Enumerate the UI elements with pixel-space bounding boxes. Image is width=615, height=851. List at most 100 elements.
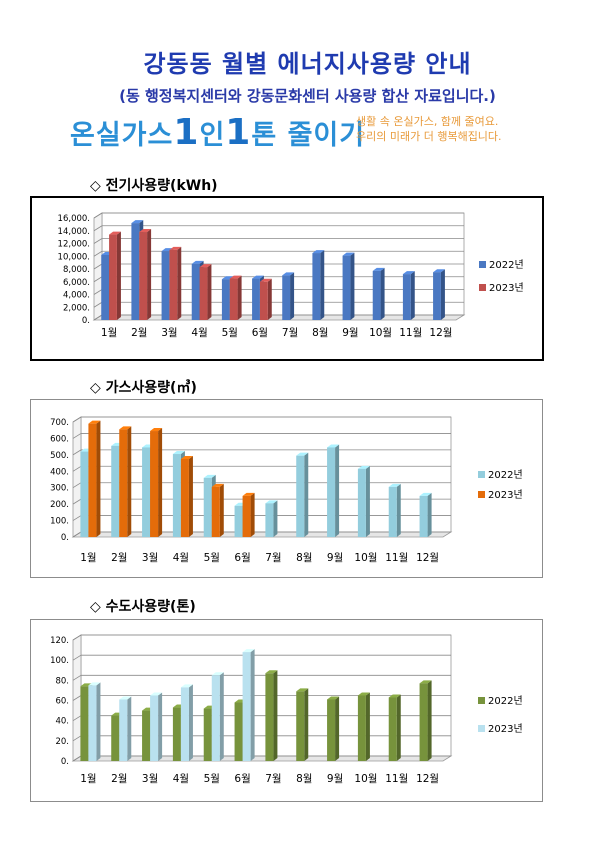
gas-bar-front	[111, 445, 120, 537]
elec-bar-side	[267, 278, 272, 320]
slogan-one2: 1	[225, 112, 252, 153]
water-bar	[88, 682, 101, 761]
gas-bar-front	[357, 468, 366, 537]
elec-bar-top	[312, 250, 325, 254]
gas-ytick-label: 300.	[50, 484, 69, 494]
water-ytick-label: 20.	[55, 737, 69, 747]
gas-bar-top	[296, 452, 309, 456]
water-xtick-label: 6월	[234, 773, 250, 785]
water-bar-top	[327, 696, 340, 700]
gas-legend-swatch	[478, 491, 485, 498]
water-bar	[296, 688, 309, 761]
elec-gridline-side	[93, 263, 103, 270]
gas-bar-front	[419, 495, 428, 537]
gas-bar-side	[273, 500, 278, 537]
elec-bar-top	[109, 231, 121, 235]
elec-bar-top	[259, 278, 272, 282]
elec-ytick-label: 0.	[82, 316, 90, 326]
water-bar	[180, 684, 193, 761]
water-bar-side	[365, 692, 370, 761]
gas-xtick-label: 1월	[80, 552, 96, 564]
water-gridline-side	[72, 755, 82, 762]
water-bar-top	[265, 670, 278, 674]
elec-legend-label: 2023년	[489, 282, 524, 294]
water-bar-front	[234, 702, 243, 761]
gas-bar	[357, 465, 370, 537]
gas-bar	[211, 483, 224, 537]
elec-bar-top	[229, 275, 242, 279]
water-bar-top	[419, 680, 432, 684]
elec-bar-front	[372, 270, 381, 320]
water-bar-side	[127, 696, 132, 761]
water-bar-top	[150, 692, 163, 696]
elec-bar-top	[161, 248, 174, 252]
elec-bar-front	[169, 249, 178, 320]
gas-bar	[242, 492, 255, 537]
water-xtick-label: 8월	[296, 773, 312, 785]
gas-bar	[119, 426, 132, 537]
elec-bar-front	[161, 251, 170, 320]
water-gridline-side	[72, 674, 82, 681]
gas-xtick-label: 7월	[265, 552, 281, 564]
page-subtitle: (동 행정복지센터와 강동문화센터 사용량 합산 자료입니다.)	[119, 87, 496, 105]
gas-bar-front	[234, 505, 243, 537]
elec-bar-side	[207, 264, 212, 320]
elec-bar-front	[229, 278, 238, 320]
gas-chart: 0. 100. 200. 300. 400. 500. 600. 700. 1월 2월 3월 4월 5월…	[50, 416, 523, 564]
water-chart: 0. 20. 40. 60. 80. 100. 120. 1월 2월 3월 4월 5월 6월 7월 8월 9월…	[50, 634, 523, 785]
elec-bar-front	[259, 281, 268, 320]
water-bar-front	[111, 715, 120, 761]
water-gridline-side	[72, 654, 82, 661]
water-legend-swatch	[478, 697, 485, 704]
gas-xtick-label: 3월	[142, 552, 158, 564]
gas-bar-side	[335, 444, 340, 537]
water-bar-side	[396, 694, 401, 761]
water-ytick-label: 80.	[55, 676, 69, 686]
water-xtick-label: 4월	[173, 773, 189, 785]
water-bar-side	[427, 680, 432, 761]
electricity-chart: 0. 2,000. 4,000. 6,000. 8,000. 10,000. 12,000.…	[58, 212, 524, 339]
gas-section-title: ◇ 가스사용량(㎥)	[90, 380, 197, 396]
water-gridline-side	[72, 695, 82, 701]
elec-bar-side	[116, 231, 121, 320]
elec-bar-front	[221, 279, 230, 320]
elec-legend-swatch	[479, 261, 486, 268]
elec-bar-side	[177, 246, 182, 320]
gas-xtick-label: 6월	[234, 552, 250, 564]
elec-bar-front	[109, 234, 117, 320]
water-ytick-label: 0.	[61, 757, 69, 767]
gas-bar-front	[211, 486, 220, 537]
elec-bar-front	[101, 254, 110, 320]
gas-bar-front	[80, 451, 89, 537]
gas-bar	[327, 444, 340, 537]
elec-bar	[312, 250, 325, 320]
elec-ytick-label: 10,000.	[58, 252, 90, 262]
elec-bar-top	[199, 264, 212, 268]
gas-bar-front	[119, 429, 128, 537]
water-bar-front	[296, 691, 305, 761]
elec-bar-top	[221, 276, 234, 280]
gas-bar-top	[203, 474, 216, 478]
water-bar	[357, 692, 370, 761]
elec-bar	[342, 252, 355, 320]
gas-bar-top	[242, 492, 255, 496]
gas-legend-label: 2023년	[488, 489, 523, 501]
water-ytick-label: 40.	[55, 717, 69, 727]
water-bar-top	[388, 694, 401, 698]
water-bar-front	[88, 685, 97, 761]
gas-bar	[265, 500, 278, 537]
water-xtick-label: 3월	[142, 773, 158, 785]
gas-ytick-label: 0.	[61, 533, 69, 543]
elec-xtick-label: 3월	[161, 327, 177, 339]
water-gridline-side	[72, 715, 82, 722]
elec-ytick-label: 6,000.	[63, 278, 90, 288]
elec-bar-top	[282, 272, 295, 276]
water-bar-side	[188, 684, 193, 761]
slogan-prefix: 온실가스	[70, 120, 174, 151]
gas-bar-top	[119, 426, 132, 430]
elec-bar-front	[312, 253, 321, 320]
elec-legend-swatch	[479, 284, 486, 291]
elec-gridline-side	[93, 238, 103, 244]
gas-bar-front	[242, 495, 251, 537]
elec-bar-top	[252, 275, 264, 279]
